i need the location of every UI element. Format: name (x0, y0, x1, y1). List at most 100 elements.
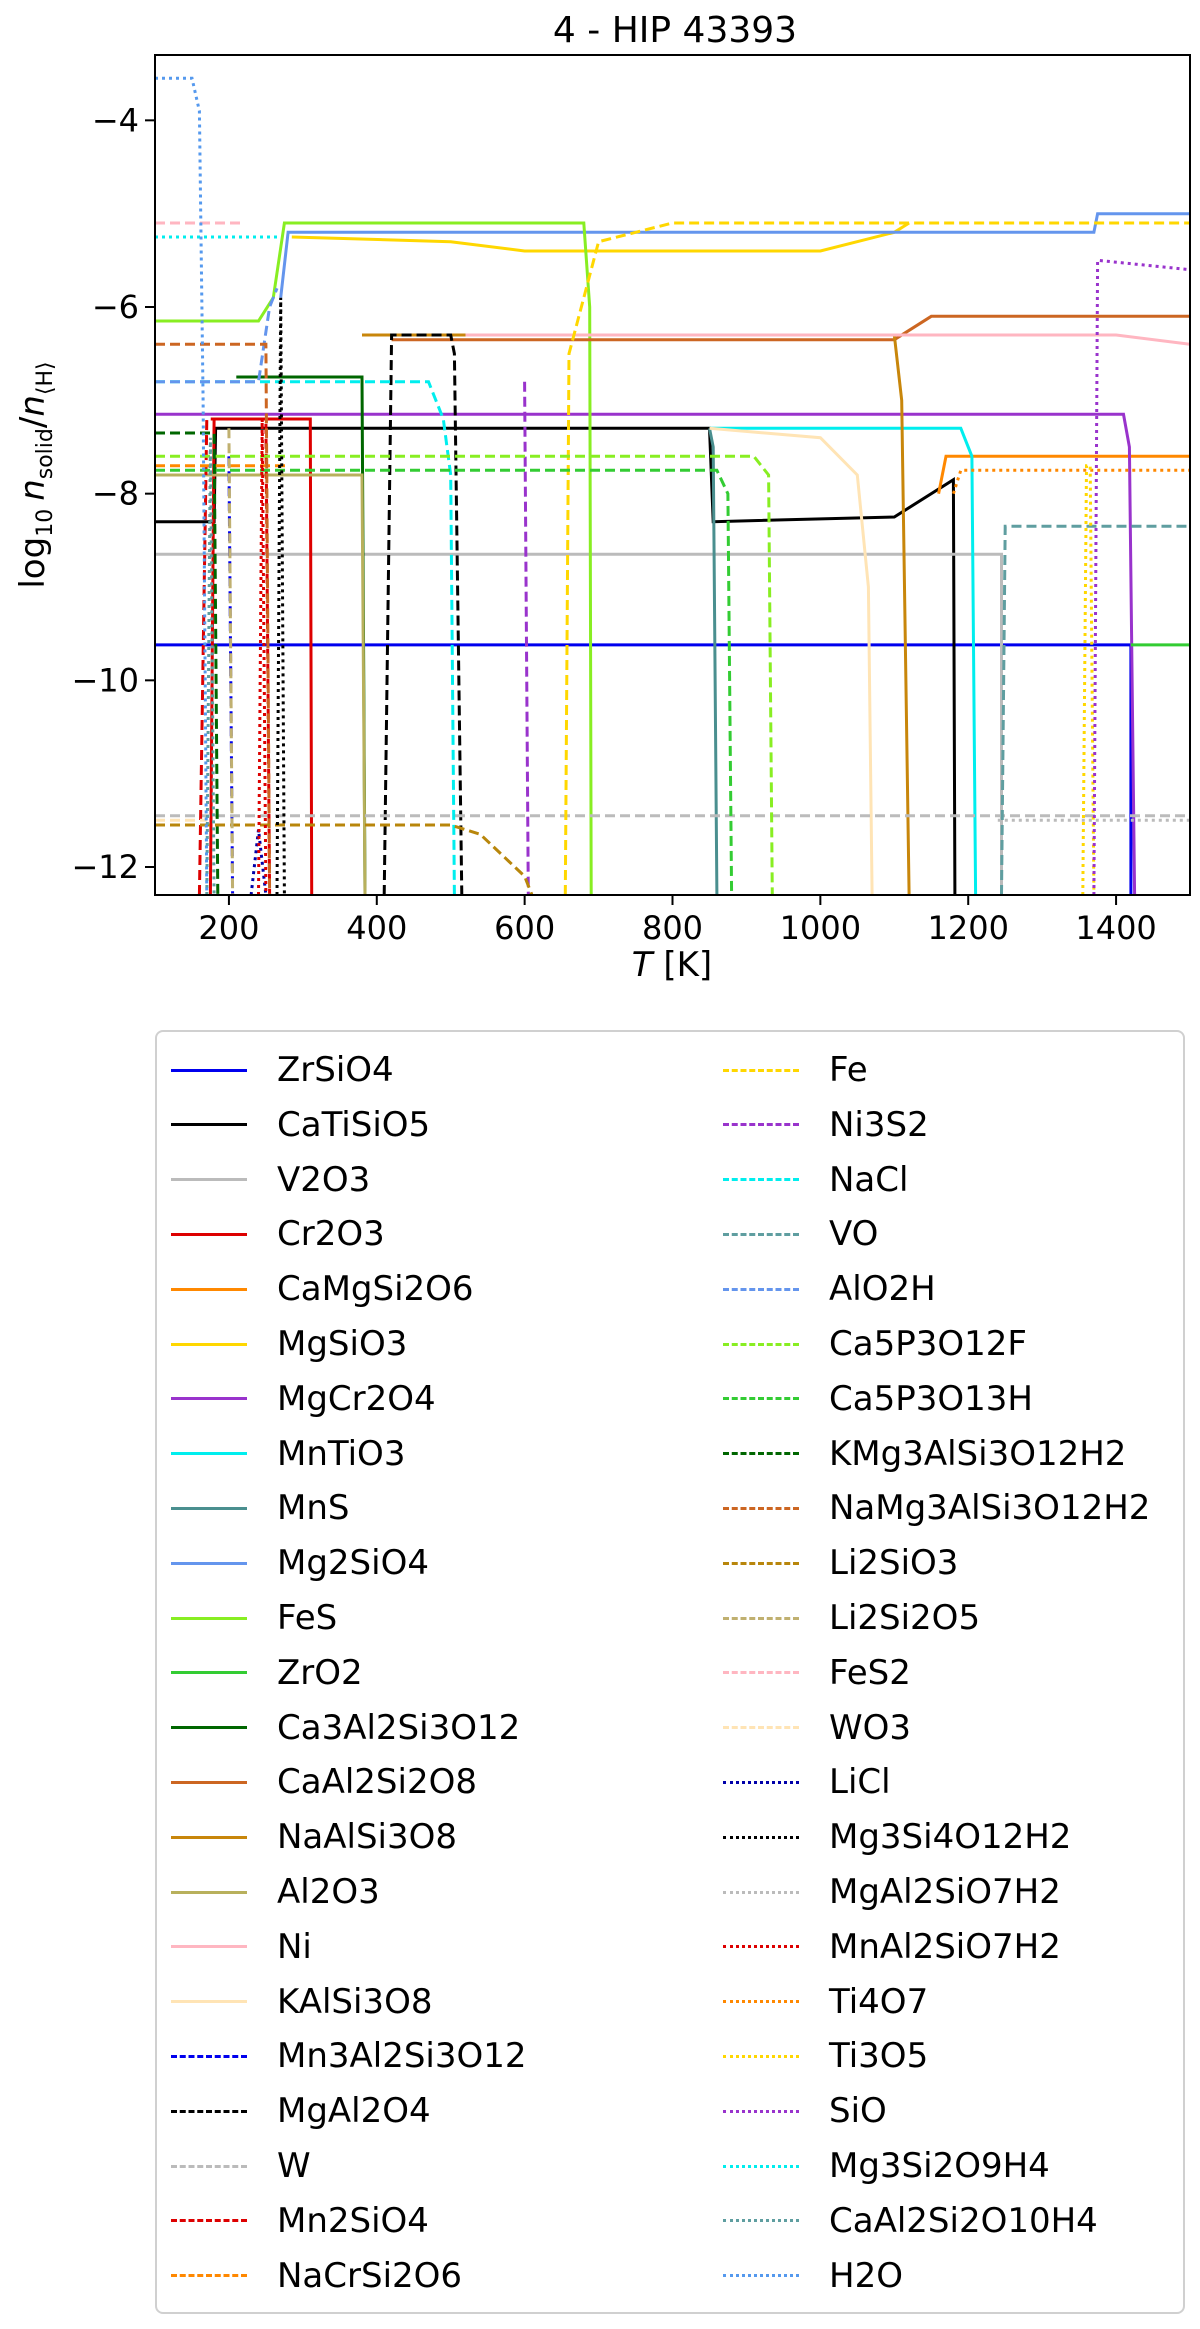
legend-item-Mg3Si2O9H4: Mg3Si2O9H4 (723, 2139, 1050, 2193)
legend-label: Ti4O7 (829, 1981, 929, 2022)
legend-swatch (723, 1452, 799, 1456)
series-line-Al2O3 (155, 473, 367, 895)
legend-swatch (171, 1945, 247, 1949)
legend-label: Mn3Al2Si3O12 (277, 2036, 527, 2077)
legend-label: FeS (277, 1598, 338, 1638)
legend-label: Fe (829, 1050, 868, 1090)
legend-label: Mg2SiO4 (277, 1543, 429, 1584)
legend-label: Mn2SiO4 (277, 2200, 429, 2241)
legend-item-FeS: FeS (171, 1591, 337, 1645)
legend-swatch (171, 1890, 247, 1894)
legend-label: Li2Si2O5 (829, 1598, 981, 1638)
legend-label: SiO (829, 2091, 887, 2132)
legend-item-H2O: H2O (723, 2249, 903, 2303)
legend-item-Ca5P3O12F: Ca5P3O12F (723, 1317, 1027, 1371)
legend-item-NaCrSi2O6: NaCrSi2O6 (171, 2249, 462, 2303)
legend-swatch (723, 1890, 799, 1894)
series-line-CaAl2Si2O10H4 (205, 437, 216, 895)
legend-swatch (723, 1397, 799, 1401)
series-line-MnTiO3 (709, 426, 978, 895)
x-axis-var: T (632, 945, 655, 985)
legend-swatch (171, 1506, 247, 1510)
legend-swatch (171, 1342, 247, 1346)
x-tick-label-400: 400 (346, 909, 407, 947)
legend: ZrSiO4 CaTiSiO5 V2O3 Cr2O3 CaMgSi2O6 MgSiO3 Mg… (155, 1030, 1185, 2314)
legend-swatch (723, 1232, 799, 1236)
legend-item-LiCl: LiCl (723, 1755, 891, 1809)
legend-label: Mg3Si2O9H4 (829, 2146, 1050, 2186)
legend-label: FeS2 (829, 1652, 911, 1693)
legend-label: Li2SiO3 (829, 1543, 959, 1584)
chart: 4 - HIP 43393 200 400 600 800 1000 1200 1400 −… (13, 10, 1191, 985)
series-line-CaTiSiO5 (155, 426, 957, 895)
series-line-Ni3S2 (523, 381, 532, 895)
series-line-H2O (155, 76, 209, 895)
legend-swatch (723, 2164, 799, 2168)
legend-swatch (171, 2000, 247, 2004)
legend-item-MnTiO3: MnTiO3 (171, 1427, 405, 1481)
legend-swatch (723, 1123, 799, 1127)
series-line-Ca3Al2Si3O12 (236, 375, 367, 895)
legend-label: NaCrSi2O6 (277, 2255, 463, 2296)
legend-label: Cr2O3 (277, 1214, 385, 1255)
series-line-MnS (708, 428, 719, 895)
legend-label: AlO2H (829, 1269, 936, 1310)
legend-item-Ti3O5: Ti3O5 (723, 2029, 928, 2083)
legend-item-NaAlSi3O8: NaAlSi3O8 (171, 1810, 457, 1864)
legend-swatch (723, 2274, 799, 2278)
legend-swatch (723, 1342, 799, 1346)
legend-item-CaMgSi2O6: CaMgSi2O6 (171, 1262, 474, 1316)
series-line-FeS (155, 221, 593, 895)
legend-swatch (723, 1287, 799, 1291)
legend-swatch (171, 1397, 247, 1401)
legend-item-FeS2: FeS2 (723, 1646, 911, 1700)
legend-item-CaTiSiO5: CaTiSiO5 (171, 1098, 430, 1152)
y-tick-label--6: −6 (92, 288, 139, 326)
series-line-NaCl (155, 380, 456, 895)
y-axis: −4 −6 −8 −10 −12 (71, 101, 155, 886)
legend-label: Ti3O5 (829, 2036, 929, 2077)
legend-label: Ni3S2 (829, 1104, 929, 1145)
x-tick-label-1200: 1200 (927, 909, 1008, 947)
legend-label: MnAl2SiO7H2 (829, 1926, 1061, 1967)
legend-swatch (723, 1068, 799, 1072)
series-line-NaAlSi3O8 (362, 333, 911, 895)
legend-swatch (171, 1835, 247, 1839)
legend-item-CaAl2Si2O8: CaAl2Si2O8 (171, 1755, 477, 1809)
series-line-Ca5P3O12F (155, 454, 774, 895)
legend-item-ZrSiO4: ZrSiO4 (171, 1043, 394, 1097)
legend-item-MgSiO3: MgSiO3 (171, 1317, 407, 1371)
chart-title: 4 - HIP 43393 (553, 10, 797, 51)
legend-swatch (171, 2164, 247, 2168)
legend-swatch (723, 1780, 799, 1784)
legend-label: Ca5P3O12F (829, 1324, 1027, 1364)
legend-label: Al2O3 (277, 1872, 380, 1912)
legend-swatch (171, 2219, 247, 2223)
legend-item-Ca5P3O13H: Ca5P3O13H (723, 1372, 1033, 1426)
legend-label: MgSiO3 (277, 1324, 408, 1364)
x-tick-label-200: 200 (198, 909, 259, 947)
legend-swatch (723, 1506, 799, 1510)
series-line-Fe (563, 221, 1190, 895)
series-line-Li2Si2O5 (227, 428, 235, 895)
legend-item-MgAl2SiO7H2: MgAl2SiO7H2 (723, 1865, 1061, 1919)
legend-item-MgAl2O4: MgAl2O4 (171, 2084, 431, 2138)
legend-swatch (171, 2274, 247, 2278)
legend-swatch (723, 1671, 799, 1675)
legend-label: MgAl2SiO7H2 (829, 1872, 1061, 1912)
legend-item-Cr2O3: Cr2O3 (171, 1207, 385, 1261)
series-line-MgSiO3 (291, 221, 910, 253)
legend-item-W: W (171, 2139, 311, 2193)
legend-label: MgCr2O4 (277, 1378, 436, 1419)
x-tick-label-1400: 1400 (1075, 909, 1156, 947)
legend-item-MgCr2O4: MgCr2O4 (171, 1372, 436, 1426)
legend-label: CaAl2Si2O8 (277, 1762, 477, 1803)
legend-item-Mg3Si4O12H2: Mg3Si4O12H2 (723, 1810, 1071, 1864)
legend-swatch (723, 2219, 799, 2223)
legend-label: MgAl2O4 (277, 2091, 431, 2132)
legend-item-KMg3AlSi3O12H2: KMg3AlSi3O12H2 (723, 1427, 1126, 1481)
x-axis-unit: [K] (653, 945, 713, 985)
legend-swatch (723, 2109, 799, 2113)
legend-item-NaCl: NaCl (723, 1153, 908, 1207)
legend-label: CaAl2Si2O10H4 (829, 2200, 1098, 2241)
